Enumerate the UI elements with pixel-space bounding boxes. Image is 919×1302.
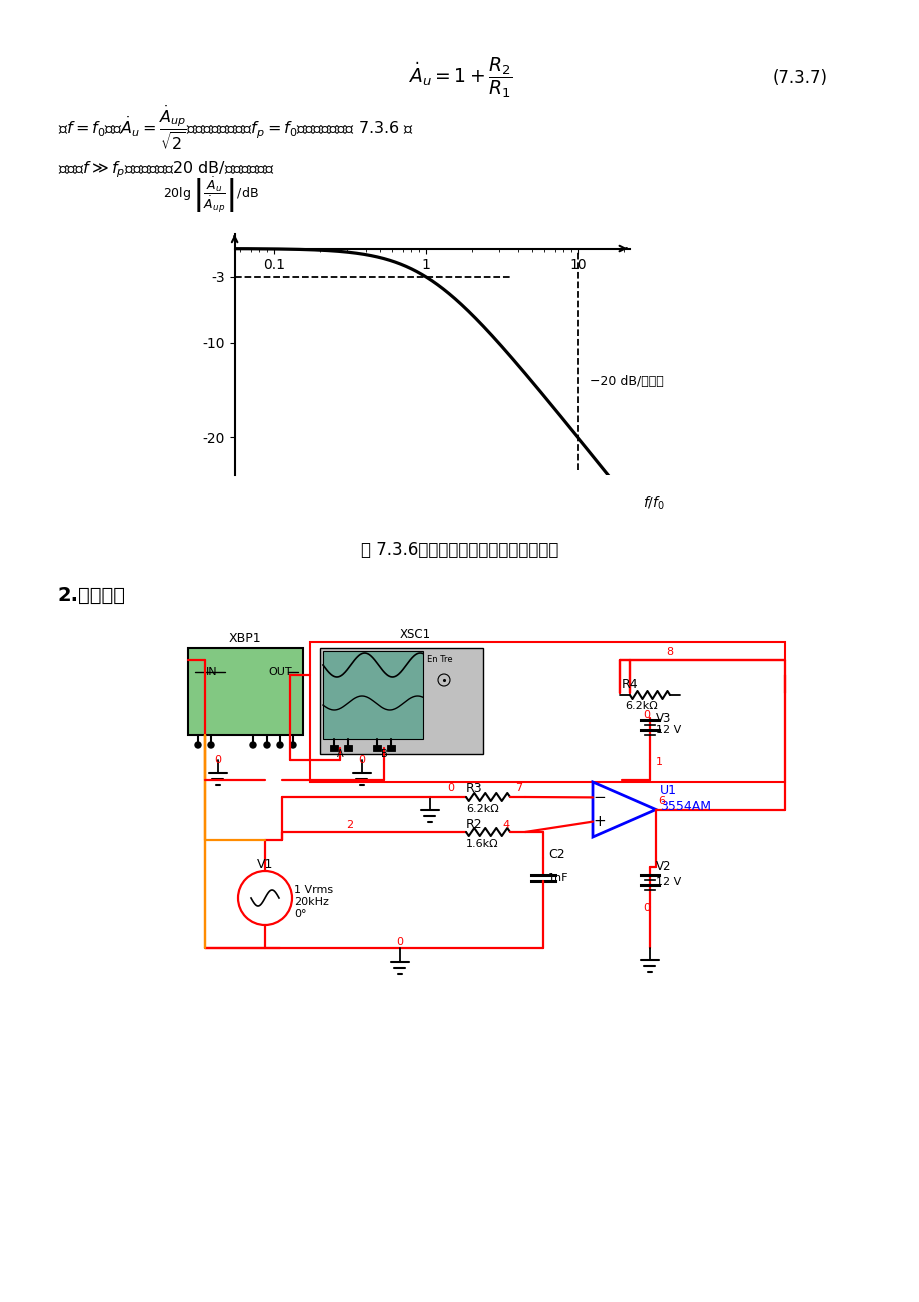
Bar	[344, 745, 352, 751]
Circle shape	[195, 742, 200, 749]
Text: 2: 2	[346, 820, 353, 829]
Text: 3554AM: 3554AM	[659, 799, 710, 812]
Text: $f/f_0$: $f/f_0$	[642, 495, 664, 512]
Text: 示，当$f \gg f_p$时，曲线按－20 dB/十倍频下降。: 示，当$f \gg f_p$时，曲线按－20 dB/十倍频下降。	[58, 160, 274, 180]
Circle shape	[250, 742, 255, 749]
Text: A: A	[336, 749, 343, 759]
Text: 0: 0	[214, 755, 221, 766]
Text: 8: 8	[665, 647, 673, 658]
Text: U1: U1	[659, 784, 676, 797]
Text: $20\lg\left|\dfrac{\dot{A}_u}{\dot{A}_{up}}\right|$/dB: $20\lg\left|\dfrac{\dot{A}_u}{\dot{A}_{u…	[164, 176, 259, 215]
Bar	[187, 648, 302, 736]
Text: R3: R3	[466, 781, 482, 794]
Circle shape	[289, 742, 296, 749]
Text: 0: 0	[447, 783, 453, 793]
Text: 当$f = f_0$时，$\dot{A}_u = \dfrac{\dot{A}_{up}}{\sqrt{2}}$，故通带截止频率$f_p = f_0$。幅频特性: 当$f = f_0$时，$\dot{A}_u = \dfrac{\dot{A}_…	[58, 104, 414, 152]
Text: V3: V3	[655, 711, 671, 724]
Text: OUT: OUT	[268, 667, 291, 677]
Text: 12 V: 12 V	[655, 725, 680, 736]
Circle shape	[277, 742, 283, 749]
Bar	[330, 745, 337, 751]
Text: R2: R2	[466, 819, 482, 832]
Circle shape	[264, 742, 269, 749]
Bar	[372, 745, 380, 751]
Text: En Tre: En Tre	[426, 655, 452, 664]
Text: 图 7.3.6　一阶低通滤波电路的幅频特性: 图 7.3.6 一阶低通滤波电路的幅频特性	[361, 542, 558, 559]
Text: $\dot{A}_u = 1 + \dfrac{R_2}{R_1}$: $\dot{A}_u = 1 + \dfrac{R_2}{R_1}$	[407, 56, 512, 100]
Text: IN: IN	[206, 667, 218, 677]
Text: XBP1: XBP1	[229, 631, 261, 644]
Text: 1: 1	[655, 756, 663, 767]
Text: 0: 0	[642, 710, 650, 720]
Text: V2: V2	[655, 861, 671, 874]
Bar	[310, 642, 784, 783]
Text: 12 V: 12 V	[655, 878, 680, 887]
Text: 6: 6	[657, 797, 664, 806]
Text: 6.2kΩ: 6.2kΩ	[624, 700, 657, 711]
Text: 0: 0	[396, 937, 403, 947]
Circle shape	[208, 742, 214, 749]
Bar	[387, 745, 394, 751]
Bar	[320, 648, 482, 754]
Text: 2.　仿真图: 2. 仿真图	[58, 586, 126, 604]
Text: 1nF: 1nF	[548, 874, 568, 883]
Text: −20 dB/十倍频: −20 dB/十倍频	[589, 375, 664, 388]
Text: C2: C2	[548, 848, 564, 861]
Text: 20kHz: 20kHz	[294, 897, 328, 907]
Text: XSC1: XSC1	[399, 628, 430, 641]
Text: 0: 0	[358, 755, 365, 766]
Text: −: −	[593, 790, 606, 805]
Text: 0: 0	[642, 904, 650, 913]
Text: V1: V1	[256, 858, 273, 871]
Text: 7: 7	[515, 783, 522, 793]
Text: 0°: 0°	[294, 909, 306, 919]
Text: B: B	[380, 749, 387, 759]
Text: 6.2kΩ: 6.2kΩ	[466, 805, 498, 814]
Text: 1.6kΩ: 1.6kΩ	[466, 838, 498, 849]
Text: R4: R4	[621, 677, 638, 690]
Bar	[323, 651, 423, 740]
Text: 4: 4	[503, 820, 509, 829]
Text: 1 Vrms: 1 Vrms	[294, 885, 333, 894]
Text: (7.3.7): (7.3.7)	[772, 69, 826, 87]
Text: +: +	[593, 814, 606, 829]
